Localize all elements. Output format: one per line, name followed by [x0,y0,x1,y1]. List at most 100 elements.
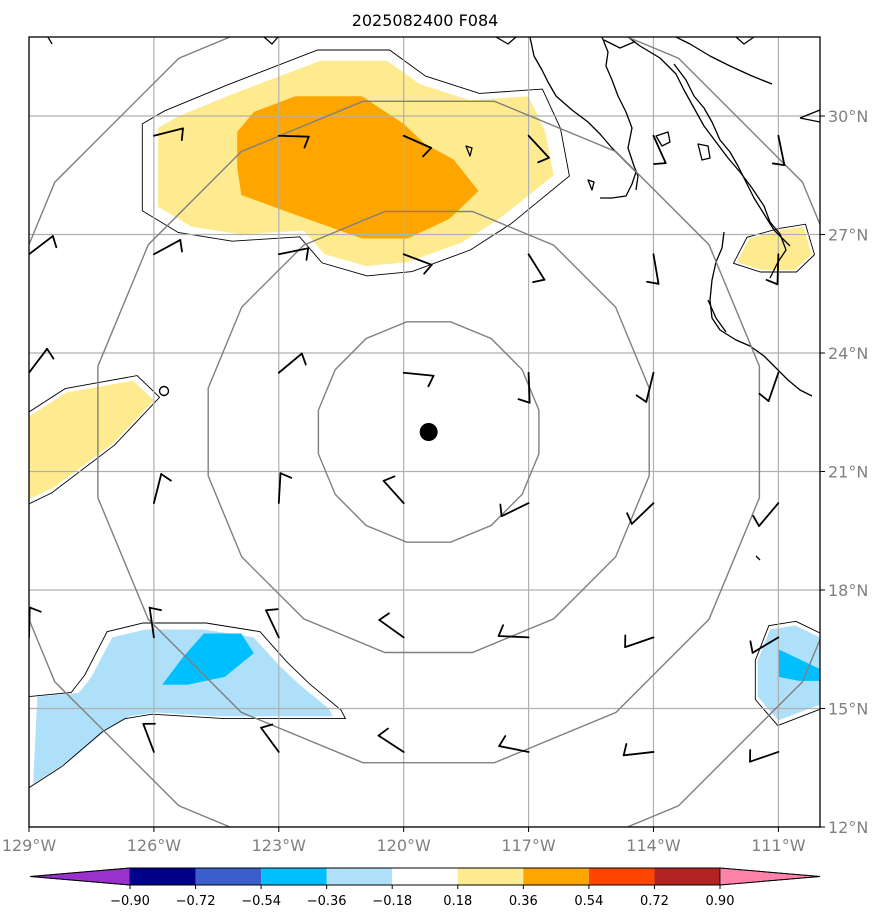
barb-shaft [527,253,546,281]
longitude-tick-label: 129°W [2,836,57,855]
small-island-marker [158,385,170,397]
range-ring [317,321,540,543]
map-frame [28,36,821,828]
latitude-tick-label: 12°N [828,818,868,837]
barb-flag [180,127,184,141]
colorbar-tick-label: 0.90 [706,894,735,909]
barb-shaft [758,502,780,527]
colorbar-extend-low [29,867,131,886]
barb-shaft [378,619,405,639]
wind-barb [402,371,435,388]
wind-barb [29,347,55,374]
colorbar-extend-high [719,867,821,886]
colorbar-swatch [130,868,196,885]
longitude-tick-label: 123°W [252,836,307,855]
barb-flag [382,475,396,482]
barb-flag [300,352,307,366]
barb-flag [498,735,507,747]
colorbar-tick-label: −0.72 [176,894,216,909]
barb-flag [260,723,274,729]
barb-flag [51,235,58,249]
barb-flag [29,606,42,613]
latitude-tick-label: 21°N [828,463,868,482]
barb-shaft [527,371,531,404]
colorbar-tick-label: 0.18 [443,894,472,909]
barb-shaft [527,134,550,159]
barb-shaft [630,502,655,525]
colorbar-swatch [588,868,655,885]
barb-shaft [277,472,282,505]
colorbar: −0.90 −0.72 −0.54 −0.36 −0.18 0.18 0.36 0.54 0.7… [29,867,821,909]
barb-flag [305,247,310,261]
wind-barb [29,235,58,256]
longitude-tick-label: 111°W [751,836,806,855]
wind-barb [498,735,530,753]
colorbar-tick-label: −0.18 [372,894,412,909]
barb-flag [771,162,786,167]
barb-shaft [652,134,667,165]
barb-shaft [152,127,184,137]
shaded-area [237,96,479,239]
latitude-axis: 30°N 27°N 24°N 21°N 18°N 15°N 12°N [820,107,868,837]
colorbar-tick-label: 0.54 [574,894,603,909]
barb-flag [646,280,660,285]
barb-shaft [29,347,48,374]
barb-shaft [382,479,405,505]
wind-barb [765,253,780,286]
barb-shaft [749,751,780,763]
wind-barb [148,606,163,639]
barb-shaft [402,371,435,377]
wind-barb [277,247,310,261]
shaded-area [736,226,812,270]
colorbar-tick-label: −0.36 [307,894,347,909]
barb-flag [653,162,667,165]
wind-barb [260,723,280,753]
colorbar-swatch [326,868,393,885]
range-ring [97,100,761,764]
barb-flag [423,263,433,275]
barb-flag [749,640,754,654]
colorbar-swatch [195,868,262,885]
range-ring [29,37,820,827]
barb-shaft [377,734,405,753]
wind-barb [152,127,184,141]
contour-line [141,49,570,277]
wind-barb [277,472,293,505]
barb-flag [160,473,172,482]
wind-barb [277,352,307,374]
colorbar-swatch [654,868,720,885]
colorbar-tick-label: −0.54 [241,894,281,909]
barb-shaft [777,134,786,167]
barb-flag [46,347,55,360]
barb-flag [626,512,633,525]
longitude-tick-label: 117°W [501,836,556,855]
barb-shaft [402,134,433,149]
storm-center-marker [419,423,438,441]
wind-barb [142,722,156,753]
longitude-tick-label: 120°W [377,836,432,855]
colorbar-tick-label: −0.90 [110,894,150,909]
wind-barb [497,624,530,639]
wind-barb [624,634,655,649]
barb-flag [765,279,779,286]
barb-shaft [645,371,655,403]
range-ring [207,210,650,654]
wind-barb [517,371,531,404]
barb-shaft [260,726,280,753]
wind-barb [749,749,780,763]
wind-barb [626,502,655,525]
barb-flag [377,727,389,737]
shaded-field-layer [29,60,820,784]
wind-barb [752,502,780,527]
barb-shaft [277,134,310,138]
barb-shaft [622,751,655,757]
wind-barb [771,134,786,167]
barb-flag [148,606,163,612]
barb-shaft [142,722,155,753]
latitude-tick-label: 24°N [828,344,868,363]
barb-flag [279,472,293,479]
longitude-tick-label: 114°W [626,836,681,855]
shaded-area [33,629,333,784]
barb-flag [179,239,183,253]
